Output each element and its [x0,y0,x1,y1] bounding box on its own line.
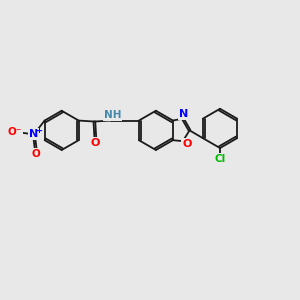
Text: Cl: Cl [214,154,226,164]
Text: N: N [179,109,188,119]
Text: O: O [182,139,191,148]
Text: NH: NH [104,110,122,120]
Text: +: + [35,126,42,135]
Text: N: N [29,129,38,139]
Text: O: O [32,149,40,159]
Text: O: O [91,137,100,148]
Text: O⁻: O⁻ [8,127,22,137]
